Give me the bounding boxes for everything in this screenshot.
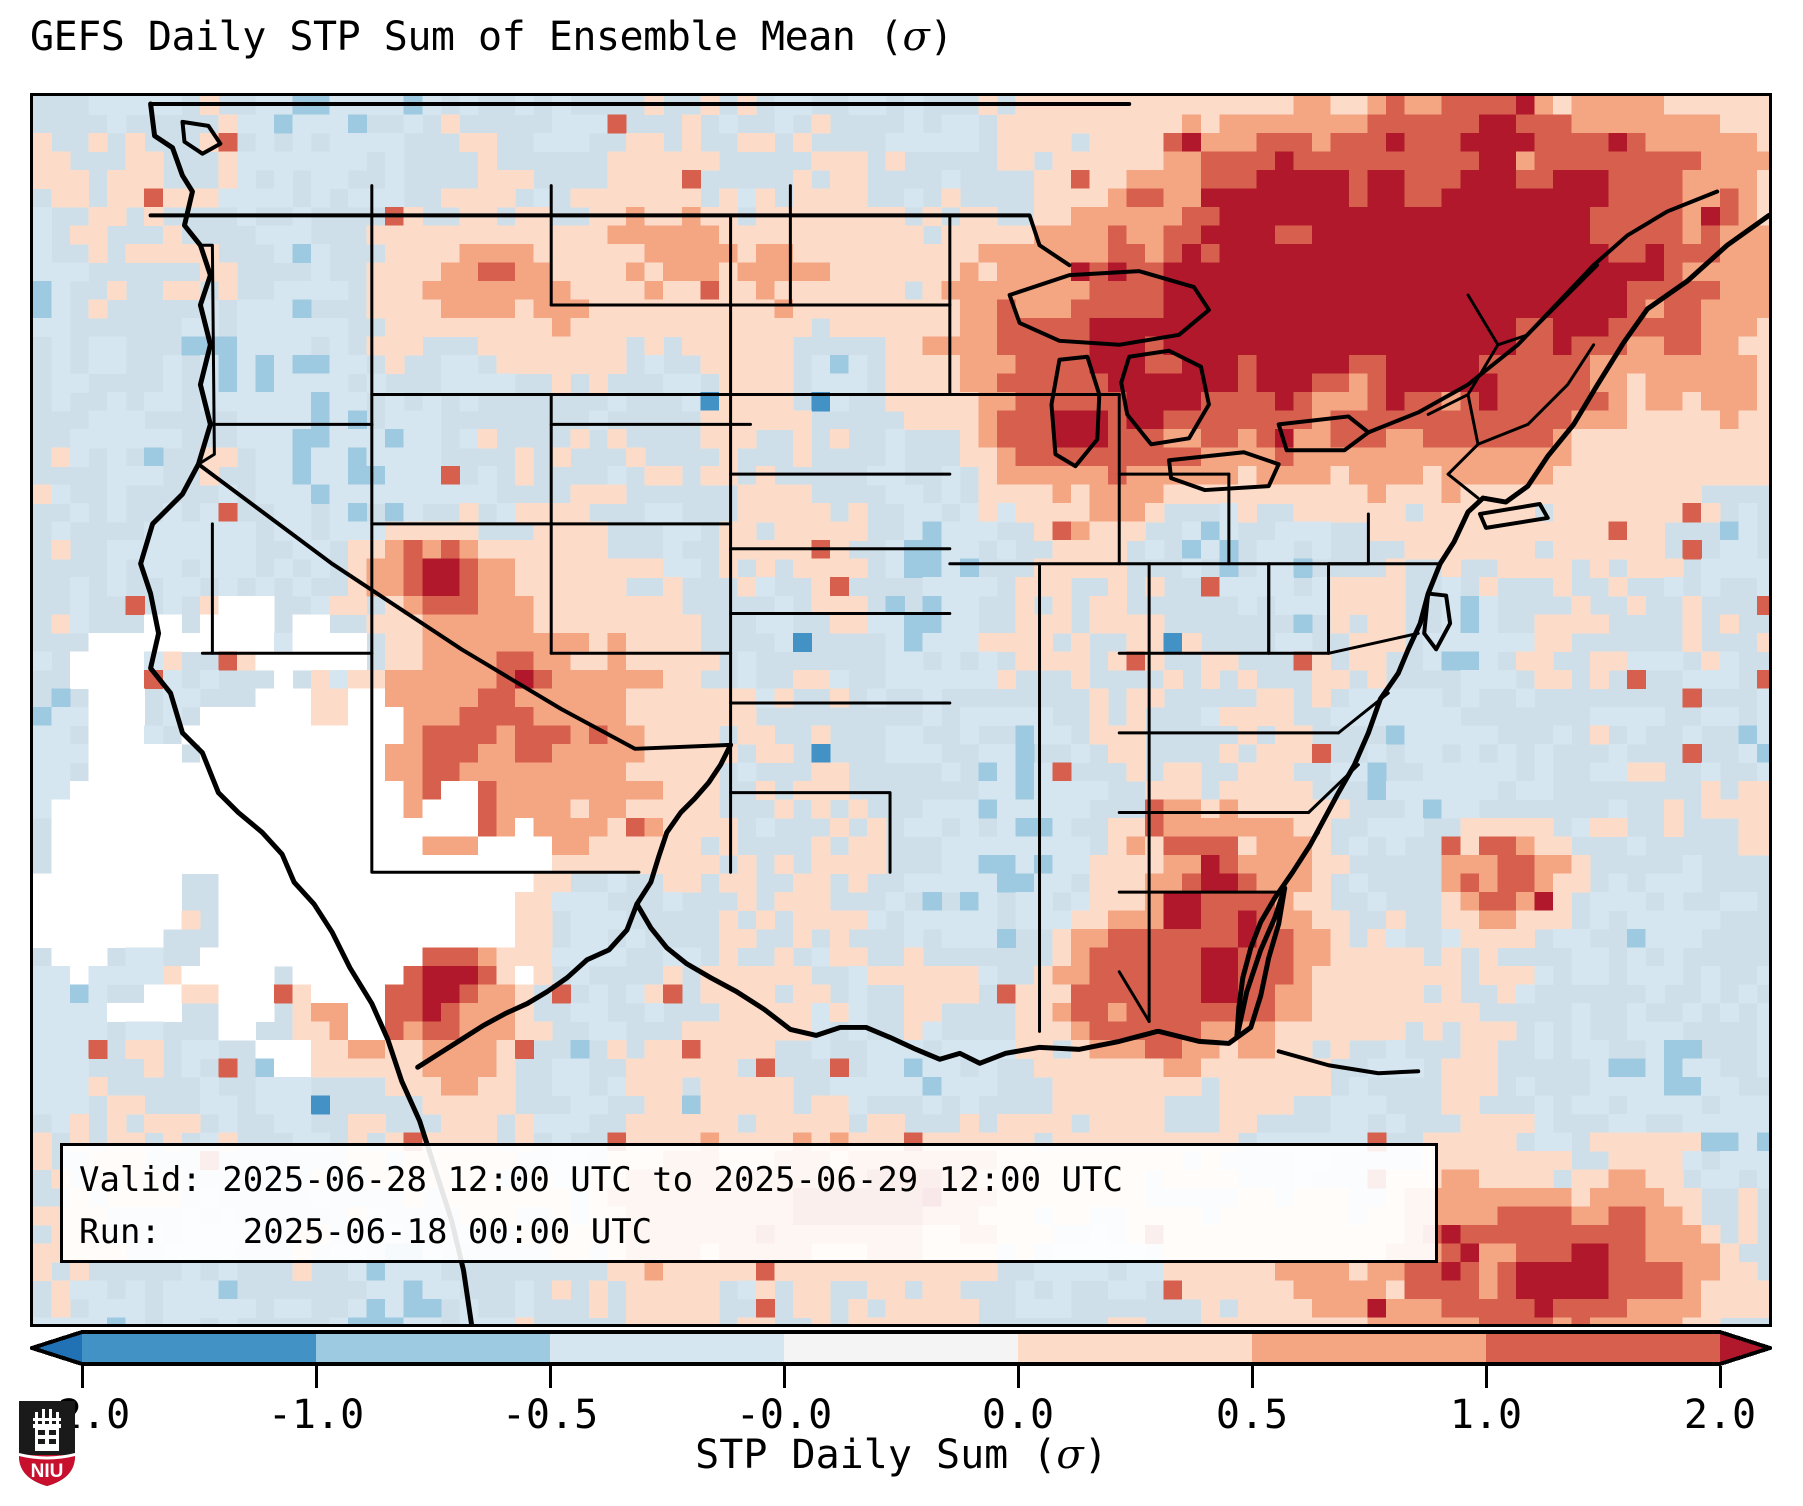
tick-label: 1.0 [1449, 1392, 1523, 1438]
tick-mark [1718, 1366, 1722, 1388]
map-canvas [33, 96, 1769, 1324]
tick-label: -0.0 [735, 1392, 833, 1438]
colorbar-swatches [30, 1330, 1772, 1366]
tick-mark [314, 1366, 318, 1388]
tick-label: 0.0 [981, 1392, 1055, 1438]
valid-time-text: Valid: 2025-06-28 12:00 UTC to 2025-06-2… [79, 1160, 1123, 1200]
tick-mark [1250, 1366, 1254, 1388]
tick-label: 2.0 [1683, 1392, 1757, 1438]
state-outlines [196, 184, 1600, 1033]
niu-logo: NIU [19, 1401, 75, 1486]
tick-label: 0.5 [1215, 1392, 1289, 1438]
run-time-text: Run: 2025-06-18 00:00 UTC [79, 1212, 653, 1252]
tick-mark [782, 1366, 786, 1388]
colorbar-label-suffix: ) [1083, 1432, 1108, 1478]
map-plot-area[interactable] [30, 93, 1772, 1327]
colorbar-axis-label: STP Daily Sum (σ) [0, 1432, 1803, 1478]
sigma-symbol: σ [902, 14, 930, 60]
tick-label: -1.0 [267, 1392, 365, 1438]
tick-mark [548, 1366, 552, 1388]
niu-logo-text: NIU [31, 1461, 64, 1482]
colorbar-tick-group: -2.0 -1.0 -0.5 -0.0 0.0 0.5 1.0 2.0 [0, 1366, 1803, 1438]
forecast-info-box: Valid: 2025-06-28 12:00 UTC to 2025-06-2… [60, 1143, 1438, 1263]
colorbar[interactable] [30, 1330, 1772, 1366]
page-title-prefix: GEFS Daily STP Sum of Ensemble Mean ( [30, 14, 903, 60]
tick-mark [80, 1366, 84, 1388]
tick-mark [1016, 1366, 1020, 1388]
page-title: GEFS Daily STP Sum of Ensemble Mean (σ) [30, 14, 953, 60]
tick-label: -0.5 [501, 1392, 599, 1438]
tick-mark [1484, 1366, 1488, 1388]
geography-outlines [138, 101, 1769, 1324]
page-title-suffix: ) [929, 14, 953, 60]
sigma-symbol: σ [1056, 1432, 1084, 1478]
colorbar-label-prefix: STP Daily Sum ( [695, 1432, 1057, 1478]
